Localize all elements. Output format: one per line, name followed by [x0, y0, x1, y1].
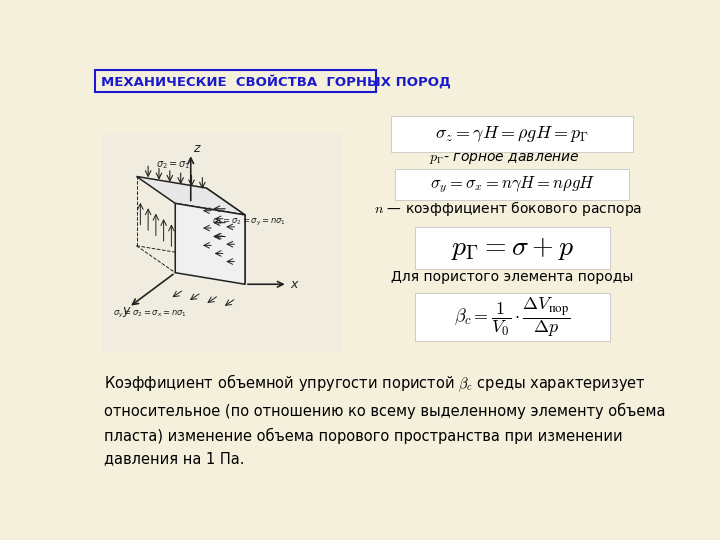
Text: x: x [290, 278, 297, 291]
Text: $\sigma_z = \gamma H = \rho g H = p_{\Gamma}$: $\sigma_z = \gamma H = \rho g H = p_{\Ga… [436, 124, 590, 144]
Polygon shape [137, 177, 245, 215]
FancyBboxPatch shape [415, 294, 610, 341]
Text: z: z [193, 142, 199, 155]
Text: МЕХАНИЧЕСКИЕ  СВОЙСТВА  ГОРНЫХ ПОРОД: МЕХАНИЧЕСКИЕ СВОЙСТВА ГОРНЫХ ПОРОД [101, 75, 451, 89]
Text: $\sigma_y = \sigma_x = n\gamma H = n\rho g H$: $\sigma_y = \sigma_x = n\gamma H = n\rho… [430, 174, 595, 194]
Text: $\beta_c = \dfrac{1}{V_0} \cdot \dfrac{\Delta V_{\text{пор}}}{\Delta p}$: $\beta_c = \dfrac{1}{V_0} \cdot \dfrac{\… [454, 295, 571, 339]
Text: $\sigma_y=\sigma_2=\sigma_x=n\sigma_1$: $\sigma_y=\sigma_2=\sigma_x=n\sigma_1$ [113, 308, 187, 320]
Text: $\sigma_x=\sigma_2=\sigma_y=n\sigma_1$: $\sigma_x=\sigma_2=\sigma_y=n\sigma_1$ [212, 217, 287, 228]
Polygon shape [175, 204, 245, 284]
Text: Коэффициент объемной упругости пористой $\beta_c$ среды характеризует
относитель: Коэффициент объемной упругости пористой … [104, 373, 665, 467]
Polygon shape [206, 188, 245, 284]
FancyBboxPatch shape [102, 132, 342, 351]
FancyBboxPatch shape [395, 168, 629, 200]
Text: $n$ — коэффициент бокового распора: $n$ — коэффициент бокового распора [374, 199, 643, 218]
FancyBboxPatch shape [96, 70, 376, 92]
Text: $p_{\Gamma} = \sigma + p$: $p_{\Gamma} = \sigma + p$ [451, 234, 574, 262]
Text: Для пористого элемента породы: Для пористого элемента породы [391, 271, 634, 285]
FancyBboxPatch shape [392, 117, 634, 152]
Text: y: y [122, 303, 130, 316]
FancyBboxPatch shape [415, 227, 610, 269]
Text: $\sigma_2=\sigma_1$: $\sigma_2=\sigma_1$ [156, 159, 191, 171]
Text: $p_{\Gamma}$- горное давление: $p_{\Gamma}$- горное давление [429, 151, 580, 166]
